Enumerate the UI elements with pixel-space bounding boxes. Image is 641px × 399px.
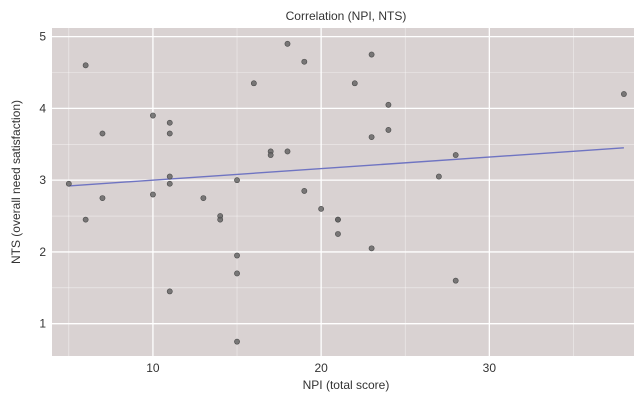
data-point — [217, 216, 224, 223]
y-tick-label: 3 — [39, 173, 46, 187]
data-point — [65, 180, 72, 187]
tick-labels: 10 20 30 1 2 3 4 5 — [39, 30, 496, 375]
data-point — [368, 134, 375, 140]
fit-line-layer — [68, 147, 624, 187]
data-point — [166, 288, 173, 295]
x-tick-label: 30 — [483, 361, 497, 375]
data-point — [166, 173, 173, 180]
data-point — [234, 177, 240, 184]
y-tick-label: 4 — [39, 101, 46, 115]
data-point — [82, 62, 89, 69]
data-point — [452, 152, 459, 158]
data-point — [166, 119, 173, 126]
data-point — [150, 191, 156, 198]
data-point — [385, 101, 392, 108]
data-point — [621, 91, 627, 97]
data-point — [284, 148, 291, 155]
data-point — [318, 205, 325, 212]
x-tick-label: 20 — [314, 361, 328, 375]
data-point — [351, 80, 358, 87]
data-point — [99, 130, 106, 137]
plot-panel — [52, 28, 634, 356]
data-point — [234, 252, 240, 259]
data-point — [435, 173, 442, 180]
data-point — [99, 195, 106, 202]
y-tick-label: 2 — [39, 245, 46, 259]
data-point — [234, 270, 240, 277]
data-point — [301, 58, 308, 65]
y-tick-label: 1 — [39, 317, 46, 331]
data-point — [267, 152, 274, 158]
data-point — [234, 338, 240, 345]
data-point — [452, 277, 459, 284]
y-axis-label: NTS (overall need satisfaction) — [9, 100, 23, 264]
data-point — [284, 40, 291, 47]
x-tick-label: 10 — [146, 361, 160, 375]
y-tick-label: 5 — [39, 30, 46, 44]
x-axis-label: NPI (total score) — [303, 378, 390, 392]
data-point — [82, 216, 89, 223]
data-point — [335, 216, 341, 223]
data-point — [301, 188, 308, 194]
chart-title: Correlation (NPI, NTS) — [286, 9, 407, 23]
data-point — [150, 112, 156, 119]
fit-line — [68, 147, 624, 187]
data-point — [368, 51, 375, 58]
data-point — [250, 80, 257, 87]
data-point — [166, 180, 173, 187]
data-point — [200, 195, 207, 202]
data-points — [65, 40, 627, 345]
data-point — [166, 130, 173, 137]
data-point — [368, 245, 375, 252]
data-point — [385, 127, 392, 133]
data-point — [335, 231, 341, 237]
